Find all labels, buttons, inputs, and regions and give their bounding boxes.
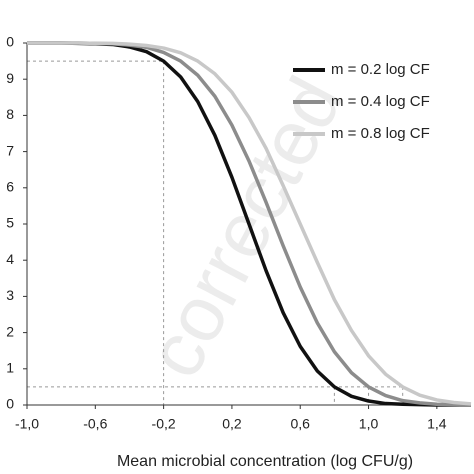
y-tick-label: 4 bbox=[6, 251, 14, 267]
x-tick-label: -0,6 bbox=[83, 416, 107, 432]
x-tick-label: 1,4 bbox=[427, 416, 447, 432]
y-tick-label: 0 bbox=[6, 34, 14, 50]
series-line bbox=[27, 41, 472, 406]
x-tick-label: 0,2 bbox=[222, 416, 242, 432]
x-tick-label: -0,2 bbox=[152, 416, 176, 432]
y-tick-label: 0 bbox=[6, 396, 14, 412]
x-tick-label: 1,0 bbox=[359, 416, 379, 432]
y-tick-label: 6 bbox=[6, 179, 14, 195]
y-tick-label: 2 bbox=[6, 323, 14, 339]
y-tick-label: 9 bbox=[6, 70, 14, 86]
y-tick-label: 7 bbox=[6, 142, 14, 158]
legend-label: m = 0.8 log CF bbox=[331, 125, 430, 142]
y-tick-label: 3 bbox=[6, 287, 14, 303]
y-tick-label: 8 bbox=[6, 106, 14, 122]
y-tick-label: 5 bbox=[6, 215, 14, 231]
legend-label: m = 0.4 log CF bbox=[331, 93, 430, 110]
legend-label: m = 0.2 log CF bbox=[331, 61, 430, 78]
x-tick-label: -1,0 bbox=[15, 416, 39, 432]
y-tick-label: 1 bbox=[6, 360, 14, 376]
x-axis-label: Mean microbial concentration (log CFU/g) bbox=[117, 453, 413, 470]
x-tick-label: 0,6 bbox=[290, 416, 310, 432]
